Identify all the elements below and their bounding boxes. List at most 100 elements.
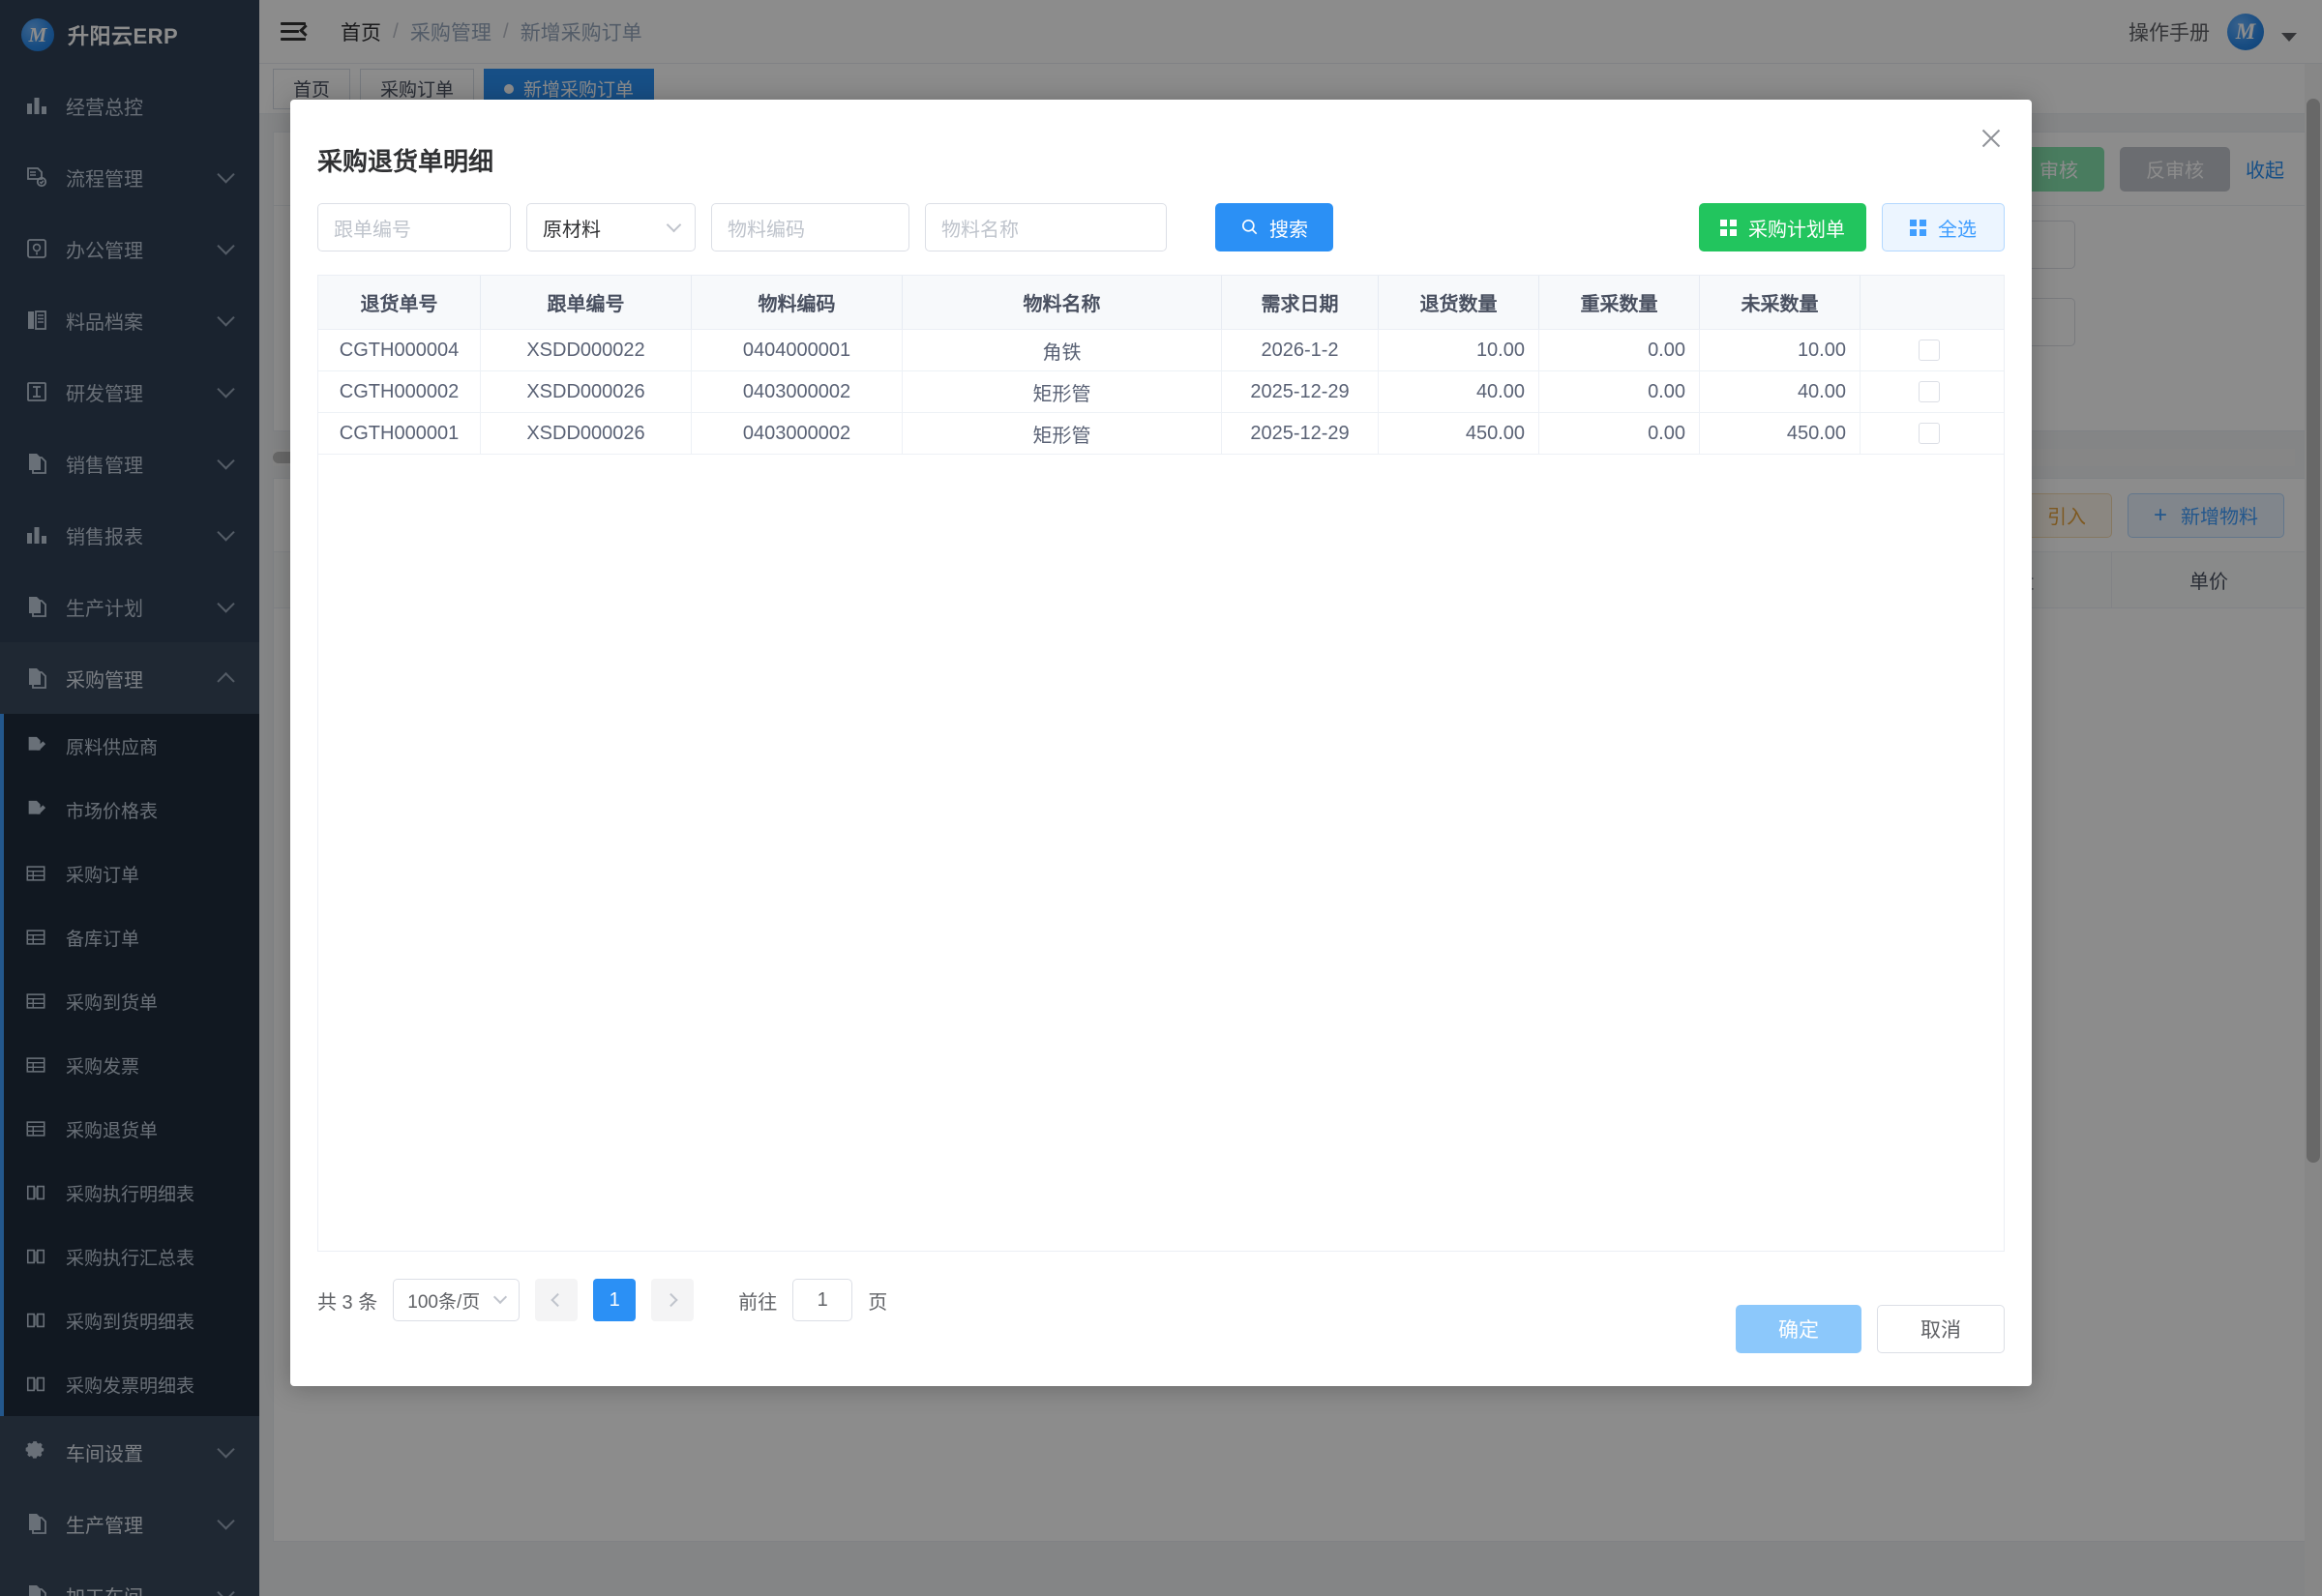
th-repurchase[interactable]: 重采数量 (1539, 276, 1700, 329)
sidebar-item-production-plan[interactable]: 生产计划 (0, 571, 259, 642)
sidebar-item-processing-workshop[interactable]: 加工车间 (0, 1559, 259, 1596)
cell-checkbox[interactable] (1861, 330, 1998, 370)
breadcrumb: 首页 / 采购管理 / 新增采购订单 (341, 17, 642, 46)
office-icon (25, 237, 54, 260)
cell-unpurchased: 450.00 (1700, 413, 1861, 454)
th-unpurchased[interactable]: 未采数量 (1700, 276, 1861, 329)
copy-doc-icon (25, 1583, 54, 1596)
prev-page-button[interactable] (535, 1279, 579, 1321)
sidebar-item-invoice-detail[interactable]: 采购发票明细表 (0, 1352, 259, 1416)
sidebar-item-sales-report[interactable]: 销售报表 (0, 499, 259, 571)
row-checkbox[interactable] (1919, 381, 1940, 402)
page-vertical-scrollbar[interactable] (2305, 64, 2322, 1596)
sidebar-item-exec-detail[interactable]: 采购执行明细表 (0, 1161, 259, 1225)
sidebar-item-material-archive[interactable]: 料品档案 (0, 284, 259, 356)
sidebar-item-workshop-settings[interactable]: 车间设置 (0, 1416, 259, 1488)
page-size-value: 100条/页 (407, 1291, 481, 1313)
import-button[interactable]: 引入 (2020, 492, 2112, 538)
goto-page-input[interactable]: 1 (792, 1279, 853, 1321)
brand[interactable]: M 升阳云ERP (0, 0, 259, 70)
select-all-label: 全选 (1938, 219, 1977, 241)
th-return-no[interactable]: 退货单号 (318, 276, 481, 329)
search-button[interactable]: 搜索 (1215, 203, 1333, 251)
th-return-qty[interactable]: 退货数量 (1379, 276, 1539, 329)
sidebar-item-process[interactable]: 流程管理 (0, 141, 259, 213)
header-right-group: 操作手册 M (2128, 13, 2297, 50)
open-book-icon (25, 1374, 54, 1395)
th-track-no[interactable]: 跟单编号 (481, 276, 692, 329)
cell-checkbox[interactable] (1861, 371, 1998, 412)
gear-icon (25, 1440, 54, 1463)
row-checkbox[interactable] (1919, 423, 1940, 444)
category-select[interactable]: 原材料 (526, 203, 696, 251)
th-mat-code[interactable]: 物料编码 (692, 276, 903, 329)
cell-checkbox[interactable] (1861, 413, 1998, 454)
sidebar-item-production-management[interactable]: 生产管理 (0, 1488, 259, 1559)
next-page-button[interactable] (651, 1279, 695, 1321)
page-size-select[interactable]: 100条/页 (393, 1279, 521, 1321)
copy-doc-icon (25, 595, 54, 618)
page-number-1[interactable]: 1 (593, 1279, 637, 1321)
confirm-button[interactable]: 确定 (1736, 1305, 1861, 1353)
row-checkbox[interactable] (1919, 340, 1940, 361)
th-mat-name[interactable]: 物料名称 (903, 276, 1222, 329)
copy-doc-icon (25, 1512, 54, 1535)
brand-name: 升阳云ERP (68, 24, 179, 48)
grid-icon (1720, 219, 1737, 236)
sidebar-item-purchase-management[interactable]: 采购管理 (0, 642, 259, 714)
cancel-button[interactable]: 取消 (1877, 1305, 2005, 1353)
scrollbar-thumb[interactable] (2307, 99, 2320, 1163)
cell-repurchase: 0.00 (1539, 371, 1700, 412)
table-row[interactable]: CGTH000002 XSDD000026 0403000002 矩形管 202… (318, 371, 2004, 413)
table-row[interactable]: CGTH000001 XSDD000026 0403000002 矩形管 202… (318, 413, 2004, 455)
th-req-date[interactable]: 需求日期 (1222, 276, 1379, 329)
sidebar-item-label: 采购到货单 (66, 992, 159, 1014)
th-checkbox (1861, 276, 1998, 329)
sidebar-item-label: 采购执行汇总表 (66, 1248, 195, 1269)
goto-label: 前往 (738, 1291, 778, 1314)
open-book-icon (25, 1182, 54, 1203)
sidebar-item-label: 原料供应商 (66, 737, 159, 758)
sidebar-submenu-purchase: 原料供应商 市场价格表 采购订单 备库订单 采购到货单 采购发票 (0, 714, 259, 1416)
plus-icon: + (2153, 501, 2167, 528)
sidebar-item-stock-order[interactable]: 备库订单 (0, 905, 259, 969)
sidebar-item-purchase-arrival[interactable]: 采购到货单 (0, 969, 259, 1033)
purchase-plan-button[interactable]: 采购计划单 (1699, 203, 1866, 251)
sidebar-item-label: 办公管理 (66, 240, 143, 262)
cell-mat-name: 角铁 (903, 330, 1222, 370)
sidebar-item-dashboard[interactable]: 经营总控 (0, 70, 259, 141)
sidebar-item-raw-supplier[interactable]: 原料供应商 (0, 714, 259, 778)
material-name-input[interactable]: 物料名称 (925, 203, 1167, 251)
breadcrumb-purchase[interactable]: 采购管理 (409, 21, 491, 44)
sidebar-item-purchase-invoice[interactable]: 采购发票 (0, 1033, 259, 1097)
collapse-link[interactable]: 收起 (2246, 161, 2284, 182)
select-all-button[interactable]: 全选 (1882, 203, 2005, 251)
unaudit-button[interactable]: 反审核 (2120, 146, 2230, 192)
sidebar-item-arrival-detail[interactable]: 采购到货明细表 (0, 1288, 259, 1352)
chevron-down-icon[interactable] (2281, 33, 2297, 42)
cell-req-date: 2025-12-29 (1222, 413, 1379, 454)
breadcrumb-separator: / (502, 19, 509, 43)
sidebar-item-market-price[interactable]: 市场价格表 (0, 778, 259, 842)
sidebar-item-rnd[interactable]: 研发管理 (0, 356, 259, 428)
menu-collapse-icon[interactable] (281, 20, 312, 44)
doc-edit-icon (25, 799, 54, 820)
table-row[interactable]: CGTH000004 XSDD000022 0404000001 角铁 2026… (318, 330, 2004, 371)
manual-link[interactable]: 操作手册 (2128, 21, 2210, 44)
sidebar-item-label: 料品档案 (66, 311, 143, 334)
add-material-button[interactable]: + 新增物料 (2127, 492, 2284, 538)
breadcrumb-home[interactable]: 首页 (341, 21, 381, 44)
sidebar-item-label: 流程管理 (66, 168, 143, 191)
sidebar-item-exec-summary[interactable]: 采购执行汇总表 (0, 1225, 259, 1288)
avatar[interactable]: M (2227, 13, 2264, 50)
track-no-input[interactable]: 跟单编号 (317, 203, 511, 251)
material-code-input[interactable]: 物料编码 (711, 203, 909, 251)
sidebar-item-purchase-order[interactable]: 采购订单 (0, 842, 259, 905)
sidebar-item-purchase-return[interactable]: 采购退货单 (0, 1097, 259, 1161)
cell-return-no: CGTH000001 (318, 413, 481, 454)
sidebar-item-label: 采购发票明细表 (66, 1375, 195, 1397)
purchase-plan-label: 采购计划单 (1748, 219, 1845, 241)
close-icon[interactable] (1978, 125, 2005, 152)
sidebar-item-sales[interactable]: 销售管理 (0, 428, 259, 499)
sidebar-item-office[interactable]: 办公管理 (0, 213, 259, 284)
